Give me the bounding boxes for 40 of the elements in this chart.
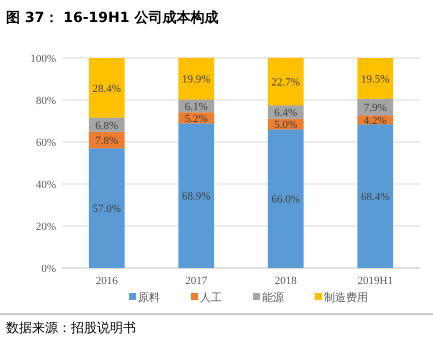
data-label: 57.0% [92, 203, 121, 216]
legend-label: 人工 [200, 291, 222, 304]
data-label: 6.4% [274, 107, 298, 120]
data-label: 66.0% [272, 194, 300, 206]
x-tick-label: 2016 [96, 275, 118, 287]
data-label: 22.7% [272, 76, 300, 89]
legend-label: 能源 [262, 291, 284, 304]
y-tick-label: 40% [36, 179, 56, 191]
source-note: 数据来源：招股说明书 [6, 321, 136, 336]
data-label: 6.1% [184, 100, 208, 113]
data-label: 4.2% [364, 114, 387, 127]
bar [357, 124, 394, 268]
data-label: 7.8% [95, 135, 118, 148]
legend-label: 原料 [138, 291, 160, 304]
data-label: 19.5% [361, 73, 390, 86]
data-label: 7.9% [364, 102, 387, 114]
bar [268, 129, 304, 268]
bar [88, 148, 125, 268]
bar [268, 58, 304, 106]
bar [178, 58, 214, 100]
y-tick-label: 100% [30, 53, 56, 65]
x-tick-label: 2019H1 [358, 275, 393, 287]
bar [357, 58, 394, 99]
bar [178, 123, 214, 268]
y-tick-label: 60% [36, 137, 56, 149]
data-label: 68.4% [361, 191, 390, 204]
y-tick-label: 20% [36, 221, 56, 233]
x-tick-label: 2017 [185, 275, 208, 287]
bar [88, 58, 125, 118]
data-label: 5.2% [184, 112, 208, 125]
y-tick-label: 0% [41, 263, 56, 275]
data-label: 19.9% [182, 74, 210, 86]
y-tick-label: 80% [36, 95, 56, 107]
data-label: 68.9% [182, 190, 210, 203]
data-label: 6.8% [95, 120, 118, 132]
legend-label: 制造费用 [324, 291, 368, 304]
data-label: 5.0% [274, 119, 298, 132]
x-tick-label: 2018 [274, 275, 298, 287]
data-label: 28.4% [92, 82, 121, 95]
chart-title: 图 37： 16-19H1 公司成本构成 [6, 10, 218, 26]
